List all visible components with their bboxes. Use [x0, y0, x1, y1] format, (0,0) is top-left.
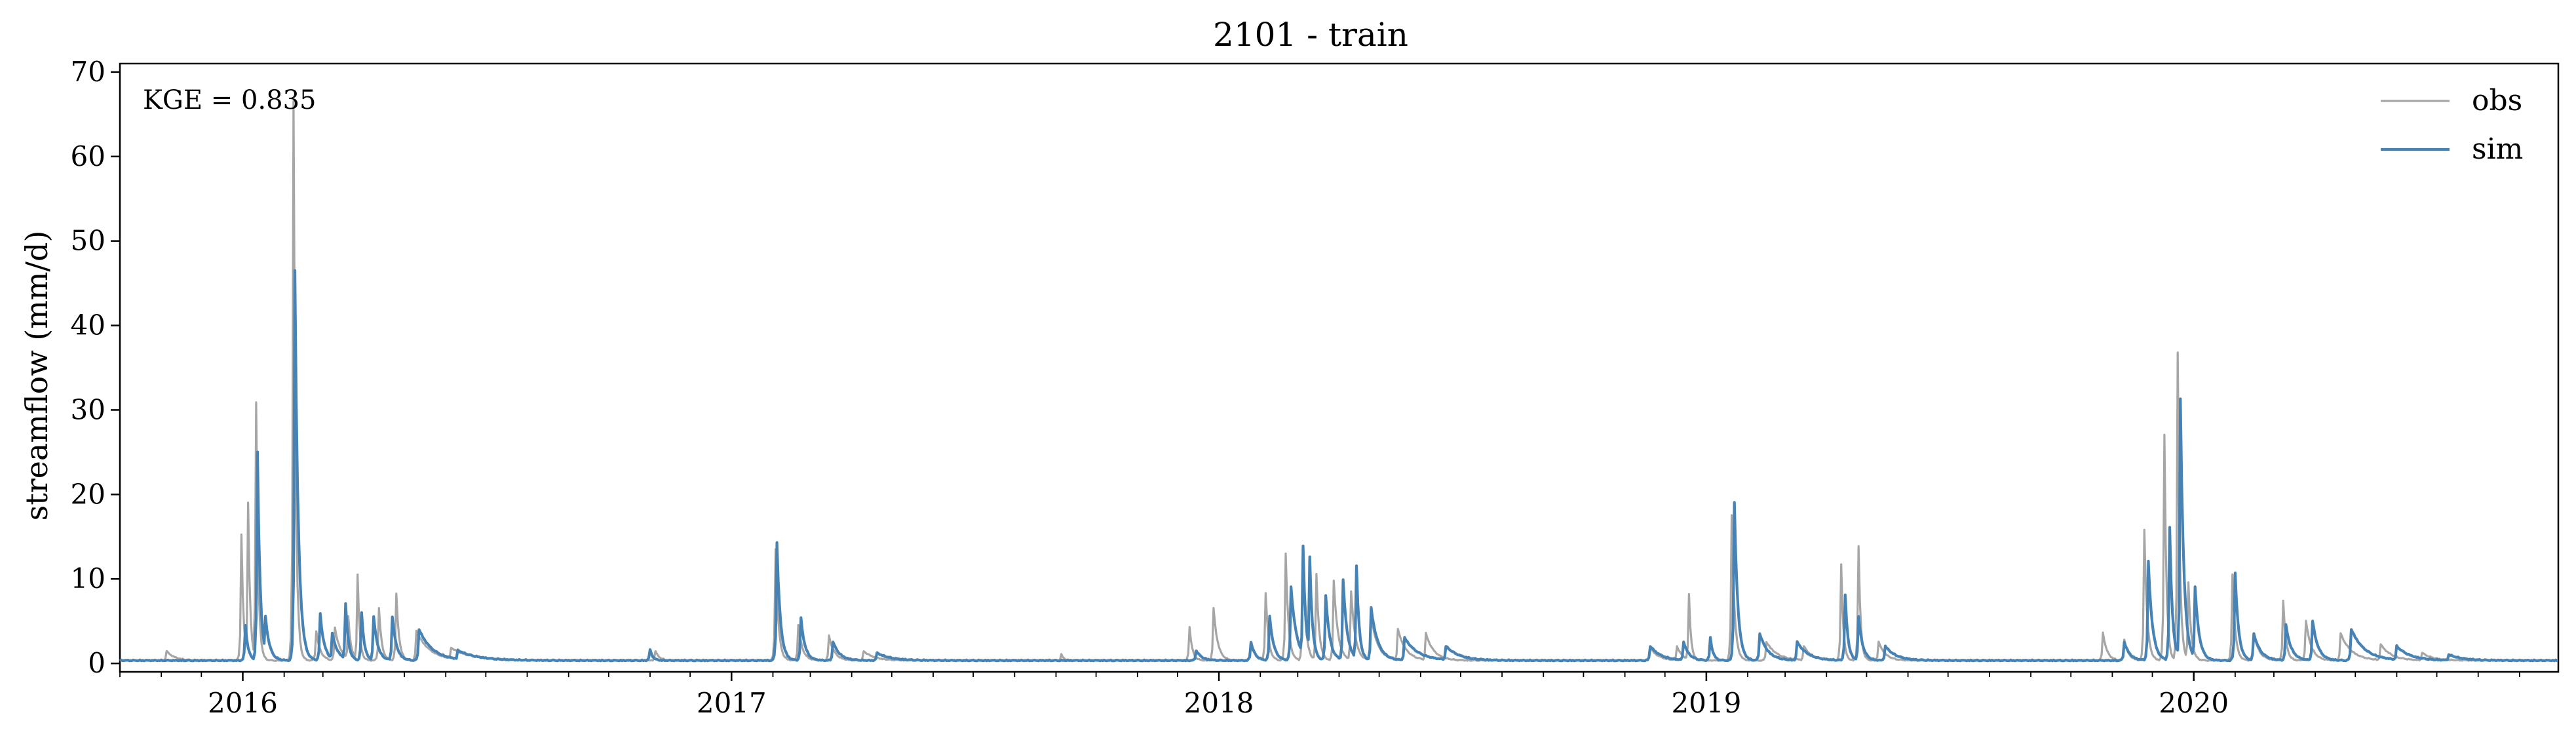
legend-label-sim: sim	[2472, 132, 2523, 166]
series-sim-line	[119, 269, 2559, 663]
y-tick-label: 60	[71, 140, 106, 172]
y-tick-label: 40	[71, 309, 106, 342]
y-tick-label: 10	[71, 562, 106, 595]
y-tick-label: 70	[71, 56, 106, 88]
y-tick-label: 50	[71, 225, 106, 257]
series-obs-line	[119, 100, 2558, 662]
x-tick-label: 2019	[1671, 687, 1741, 719]
plot-area: 0 10 20 30 40 50 60 70 2016 2017 2018 2019 2020 KGE…	[71, 56, 2560, 719]
x-tick-label: 2018	[1184, 687, 1254, 719]
legend-label-obs: obs	[2472, 84, 2522, 117]
y-axis-label: streamflow (mm/d)	[19, 231, 54, 521]
series-layer	[119, 100, 2559, 663]
y-tick-label: 30	[71, 393, 106, 425]
plot-frame	[119, 62, 2560, 673]
x-tick-label: 2016	[208, 687, 278, 719]
y-axis: 0 10 20 30 40 50 60 70	[71, 56, 120, 679]
x-tick-label: 2017	[697, 687, 767, 719]
kge-annotation: KGE = 0.835	[143, 85, 317, 115]
legend: obs sim	[2381, 84, 2523, 166]
chart-title: 2101 - train	[1213, 16, 1408, 54]
x-axis: 2016 2017 2018 2019 2020	[119, 672, 2520, 719]
y-tick-label: 20	[71, 478, 106, 510]
y-tick-label: 0	[88, 647, 106, 679]
x-tick-label: 2020	[2159, 687, 2229, 719]
